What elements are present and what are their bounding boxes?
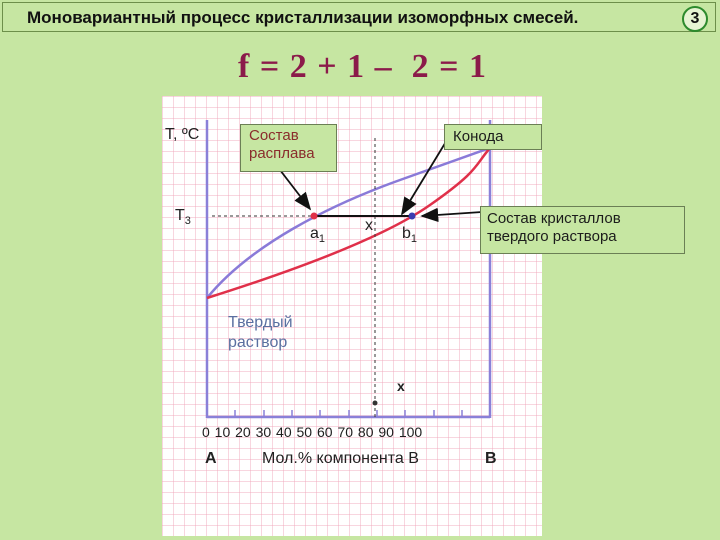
melt-callout-line1: Состав [249, 127, 299, 144]
liquidus-curve [206, 146, 491, 299]
solidus-curve [206, 147, 491, 300]
point-b1-main: b [402, 225, 411, 242]
x-bottom-label: x [397, 378, 405, 394]
point-a1-main: a [310, 225, 319, 242]
x-axis-ticks [234, 410, 463, 417]
crystals-callout-line2: твердого раствора [487, 228, 617, 245]
x-tick-labels: 0 10 20 30 40 50 60 70 80 90 100 [202, 424, 423, 440]
point-b1-sub: 1 [410, 233, 418, 246]
konoda-callout: Конода [444, 124, 542, 150]
point-b1 [408, 212, 416, 220]
point-x-bottom [372, 400, 378, 406]
melt-arrow [279, 169, 312, 211]
konoda-callout-text: Конода [453, 128, 504, 145]
component-b-label: B [485, 450, 497, 467]
solid-solution-line1: Твердый [228, 314, 293, 331]
title-bar: Моновариантный процесс кристаллизации из… [2, 2, 716, 32]
t3-label-main: T [175, 207, 185, 224]
konoda-arrow [401, 139, 448, 216]
phase-rule-formula: f = 2 + 1 – 2 = 1 [238, 48, 487, 85]
crystals-arrow [420, 207, 483, 223]
component-a-label: A [205, 450, 217, 467]
solid-solution-label: Твердый раствор [228, 313, 293, 353]
melt-callout-line2: расплава [249, 145, 315, 162]
y-axis-label: T, ºC [165, 126, 200, 143]
crystals-composition-callout: Состав кристаллов твердого раствора [480, 206, 685, 254]
crystals-callout-line1: Состав кристаллов [487, 210, 621, 227]
solid-solution-line2: раствор [228, 334, 288, 351]
point-a1-sub: 1 [318, 233, 326, 246]
point-b1-label: b1 [402, 225, 417, 245]
graph-paper [162, 96, 542, 536]
slide-title: Моновариантный процесс кристаллизации из… [27, 8, 579, 27]
point-a1-label: a1 [310, 225, 325, 245]
x-axis-label: Мол.% компонента В [262, 450, 419, 467]
melt-composition-callout: Состав расплава [240, 124, 337, 172]
x-mid-label: x [365, 217, 373, 234]
t3-label: T3 [175, 207, 191, 227]
point-a1 [310, 212, 318, 220]
slide-number-badge: 3 [682, 6, 708, 32]
t3-label-sub: 3 [184, 215, 191, 228]
